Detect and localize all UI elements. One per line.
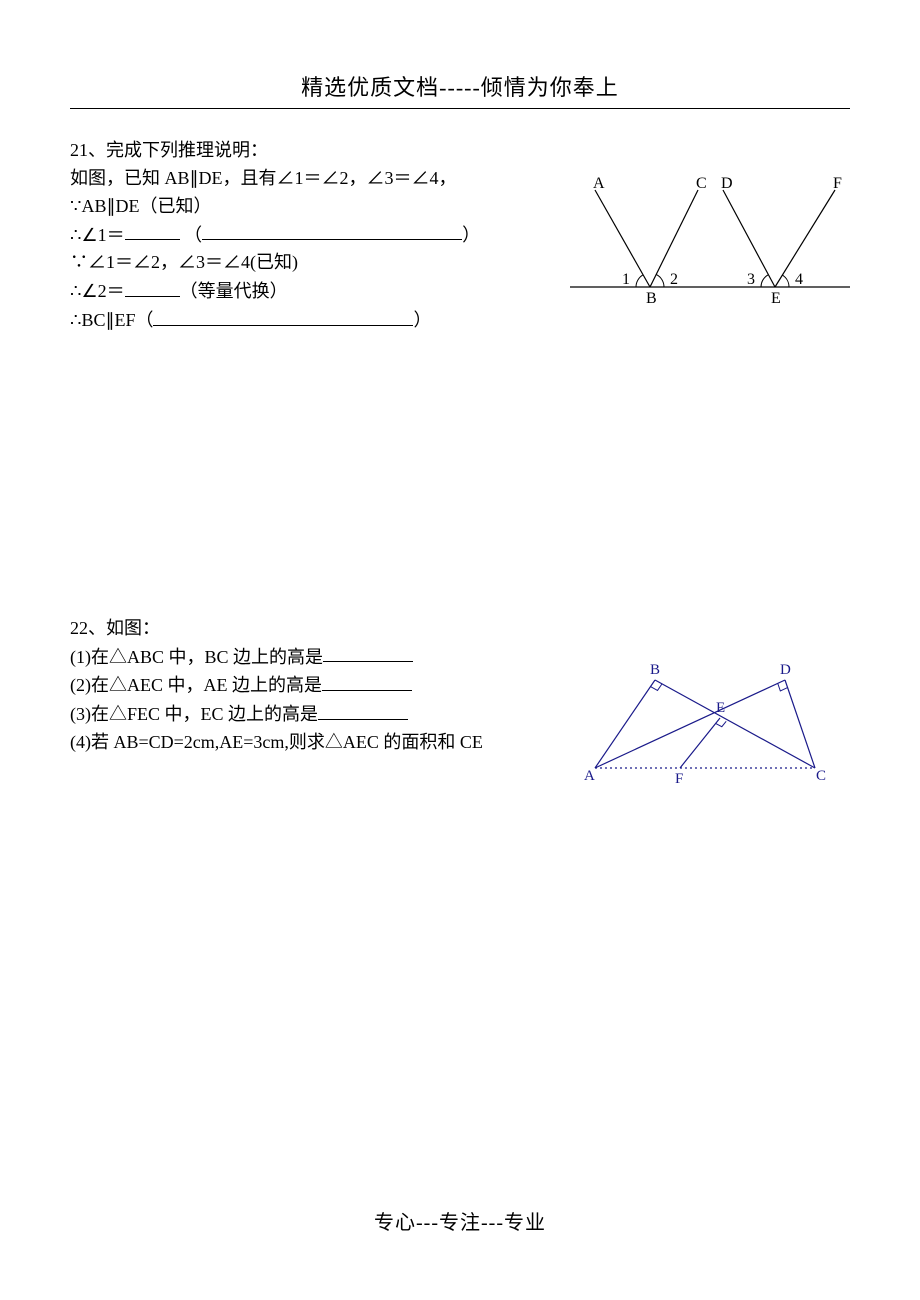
svg-text:1: 1 <box>622 271 630 288</box>
q21-l7-pre: ∴BC∥EF（ <box>70 310 153 330</box>
svg-text:B: B <box>646 290 657 307</box>
q21-l4-pre: ∴∠1＝ <box>70 224 125 244</box>
q21-number: 21、 <box>70 140 106 160</box>
q22-line-title: 22、如图： <box>70 615 850 643</box>
q22-l1-pre: (1)在△ABC 中，BC 边上的高是 <box>70 646 323 666</box>
svg-text:E: E <box>716 700 725 716</box>
q21-l6-post: （等量代换） <box>180 281 288 301</box>
svg-text:2: 2 <box>670 271 678 288</box>
q22-l3-pre: (3)在△FEC 中，EC 边上的高是 <box>70 704 318 724</box>
svg-text:E: E <box>771 290 781 307</box>
question-21: 21、完成下列推理说明： 如图，已知 AB∥DE，且有∠1＝∠2，∠3＝∠4， … <box>70 137 850 335</box>
q22-blank-3[interactable] <box>318 700 408 720</box>
q21-l7-close: ） <box>413 310 431 330</box>
q21-blank-3[interactable] <box>125 277 180 297</box>
q22-blank-2[interactable] <box>322 671 412 691</box>
figure-21: A C B1 2 D F E3 4 <box>560 172 860 322</box>
svg-text:C: C <box>696 175 707 192</box>
q21-title: 完成下列推理说明： <box>106 140 268 160</box>
svg-text:3: 3 <box>747 271 755 288</box>
q21-line1: 21、完成下列推理说明： <box>70 137 850 165</box>
svg-text:C: C <box>816 768 826 784</box>
q21-blank-4[interactable] <box>153 306 413 326</box>
question-22: 22、如图： (1)在△ABC 中，BC 边上的高是 (2)在△AEC 中，AE… <box>70 615 850 757</box>
header-rule <box>70 108 850 109</box>
page-container: 精选优质文档-----倾情为你奉上 21、完成下列推理说明： 如图，已知 AB∥… <box>0 0 920 756</box>
figure-22: A C B D E F <box>580 660 830 790</box>
footer-title: 专心---专注---专业 <box>0 1206 920 1235</box>
svg-text:F: F <box>675 771 683 787</box>
q21-blank-1[interactable] <box>125 221 180 241</box>
svg-text:A: A <box>584 768 595 784</box>
svg-text:A: A <box>593 175 605 192</box>
svg-text:F: F <box>833 175 842 192</box>
svg-text:B: B <box>650 662 660 678</box>
q21-blank-2[interactable] <box>202 221 462 241</box>
header-title: 精选优质文档-----倾情为你奉上 <box>70 70 850 108</box>
q22-l2-pre: (2)在△AEC 中，AE 边上的高是 <box>70 675 322 695</box>
q22-blank-1[interactable] <box>323 643 413 663</box>
svg-text:4: 4 <box>795 271 803 288</box>
svg-text:D: D <box>721 175 733 192</box>
q21-l4-post: （ <box>184 224 202 244</box>
q21-l6-pre: ∴∠2＝ <box>70 281 125 301</box>
svg-text:D: D <box>780 662 791 678</box>
q22-title: 如图： <box>106 618 160 638</box>
q22-number: 22、 <box>70 618 106 638</box>
q21-l4-close: ） <box>462 224 480 244</box>
